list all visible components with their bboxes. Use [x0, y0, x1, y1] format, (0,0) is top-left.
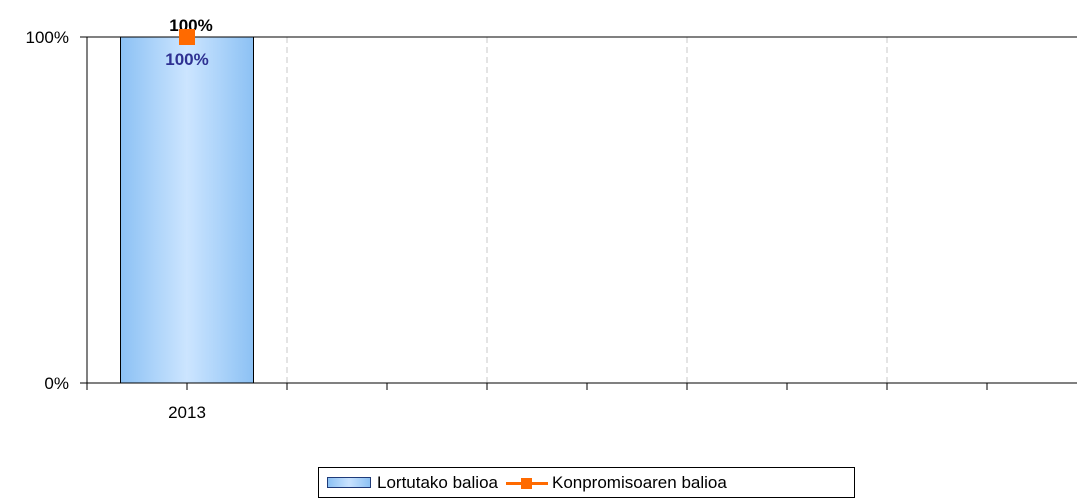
legend-label-bar: Lortutako balioa: [377, 472, 498, 492]
x-tick-label: 2013: [168, 403, 206, 422]
legend-label-line: Konpromisoaren balioa: [551, 472, 727, 492]
legend-line-swatch: [505, 476, 548, 490]
legend-bar-swatch: [327, 477, 371, 488]
legend-item-bar: Lortutako balioa: [327, 473, 498, 493]
tick-marks: [80, 36, 988, 390]
bar-data-label: 100%: [165, 50, 208, 69]
grid-lines: [286, 37, 888, 383]
bar: [120, 36, 254, 384]
bar-series: [120, 36, 254, 384]
legend: Lortutako balioa Konpromisoaren balioa: [318, 467, 855, 498]
axes: [86, 36, 1077, 384]
legend-item-line: Konpromisoaren balioa: [498, 473, 727, 493]
y-tick-label: 0%: [44, 374, 69, 393]
legend-marker-square: [520, 477, 532, 489]
line-series: [179, 29, 195, 45]
y-tick-label: 100%: [26, 28, 69, 47]
line-point-marker: [179, 29, 195, 45]
